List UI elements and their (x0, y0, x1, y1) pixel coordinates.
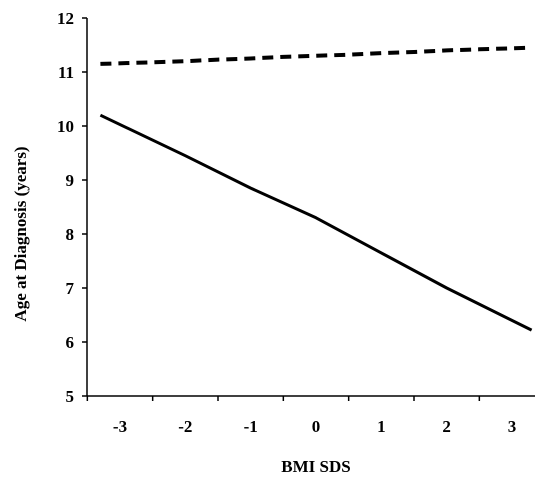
x-tick-label: -2 (178, 417, 192, 436)
y-tick-label: 9 (66, 171, 75, 190)
series-layer (99, 45, 533, 332)
y-tick-label: 12 (57, 9, 74, 28)
y-axis-title: Age at Diagnosis (years) (11, 146, 30, 321)
y-tick-label: 6 (66, 333, 75, 352)
solid-series-line (99, 113, 533, 332)
y-tick-label: 10 (57, 117, 74, 136)
y-tick-label: 5 (66, 387, 75, 406)
x-tick-label: 3 (508, 417, 517, 436)
axes (82, 17, 535, 401)
x-tick-label: -1 (244, 417, 258, 436)
x-axis-title: BMI SDS (281, 457, 350, 476)
x-tick-label: 2 (442, 417, 451, 436)
x-tick-label: -3 (113, 417, 127, 436)
y-tick-label: 8 (66, 225, 75, 244)
y-tick-label: 7 (66, 279, 75, 298)
dashed-series-line (100, 45, 532, 66)
x-tick-label: 0 (312, 417, 321, 436)
y-tick-label: 11 (58, 63, 74, 82)
x-tick-label: 1 (377, 417, 386, 436)
